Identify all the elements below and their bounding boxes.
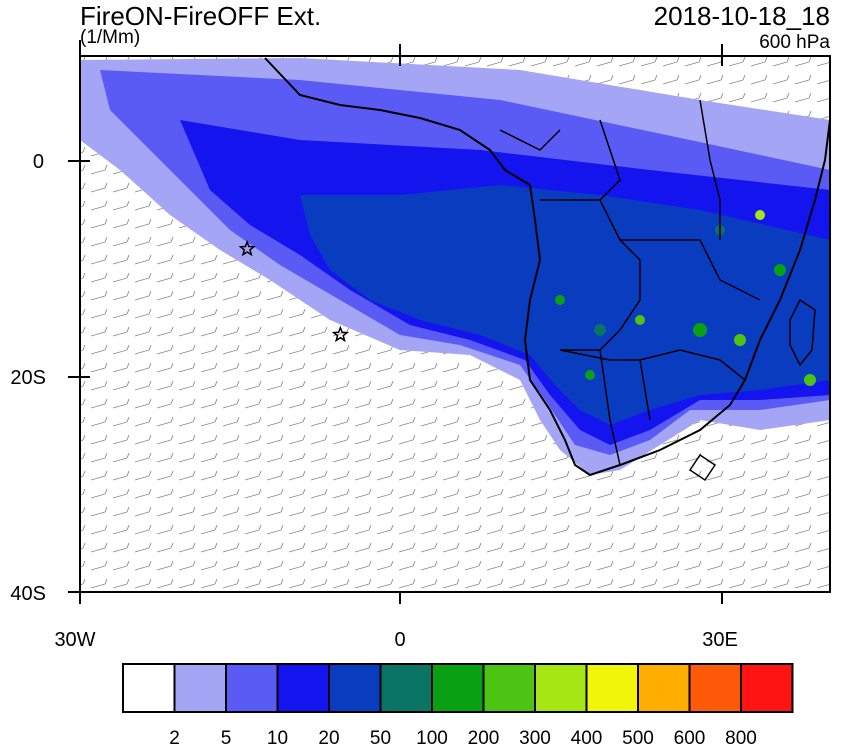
madagascar-coastline <box>789 298 816 367</box>
colorbar-swatch <box>276 663 330 713</box>
colorbar-swatch <box>225 663 279 713</box>
axis-ticks <box>68 40 723 604</box>
star-marker-2 <box>331 325 350 343</box>
colorbar-label: 600 <box>674 728 706 747</box>
lat-label-20s: 20S <box>10 367 46 389</box>
colorbar-swatch <box>585 663 639 713</box>
colorbar-label: 20 <box>318 728 339 747</box>
lat-label-0: 0 <box>33 151 44 173</box>
colorbar-swatch <box>379 663 433 713</box>
colorbar-swatch <box>431 663 485 713</box>
colorbar-swatch <box>534 663 588 713</box>
map-title: FireON-FireOFF Ext. <box>80 1 322 31</box>
colorbar-swatch <box>328 663 382 713</box>
colorbar-swatch <box>637 663 691 713</box>
colorbar-label: 300 <box>519 728 551 747</box>
colorbar-swatch <box>482 663 536 713</box>
datetime-label: 2018-10-18_18 <box>653 1 830 31</box>
colorbar-label: 100 <box>416 728 448 747</box>
colorbar-swatch <box>173 663 227 713</box>
high-extinction-spots <box>555 210 816 386</box>
lat-label-40s: 40S <box>10 583 46 605</box>
lon-label-30e: 30E <box>702 629 738 651</box>
map-area <box>80 56 830 592</box>
pressure-level-label: 600 hPa <box>759 32 830 53</box>
map-frame <box>79 55 831 593</box>
colorbar-swatch <box>688 663 742 713</box>
lon-label-30w: 30W <box>54 629 95 651</box>
colorbar-swatch <box>122 663 176 713</box>
colorbar-label: 500 <box>622 728 654 747</box>
colorbar-label: 50 <box>370 728 391 747</box>
africa-coastline <box>264 57 830 477</box>
colorbar-label: 200 <box>468 728 500 747</box>
colorbar-label: 10 <box>267 728 288 747</box>
colorbar-label: 400 <box>571 728 603 747</box>
plume-core <box>300 185 830 425</box>
colorbar-label: 5 <box>221 728 232 747</box>
star-markers <box>238 239 350 343</box>
colorbar-swatch <box>740 663 794 713</box>
star-marker-1 <box>238 239 256 257</box>
colorbar-label: 800 <box>725 728 757 747</box>
colorbar-label: 2 <box>169 728 180 747</box>
country-borders <box>499 99 761 482</box>
units-label: (1/Mm) <box>80 27 141 48</box>
colorbar: 2 5 10 20 50 100 200 300 400 500 600 800 <box>122 663 794 747</box>
lon-label-0: 0 <box>394 629 405 651</box>
